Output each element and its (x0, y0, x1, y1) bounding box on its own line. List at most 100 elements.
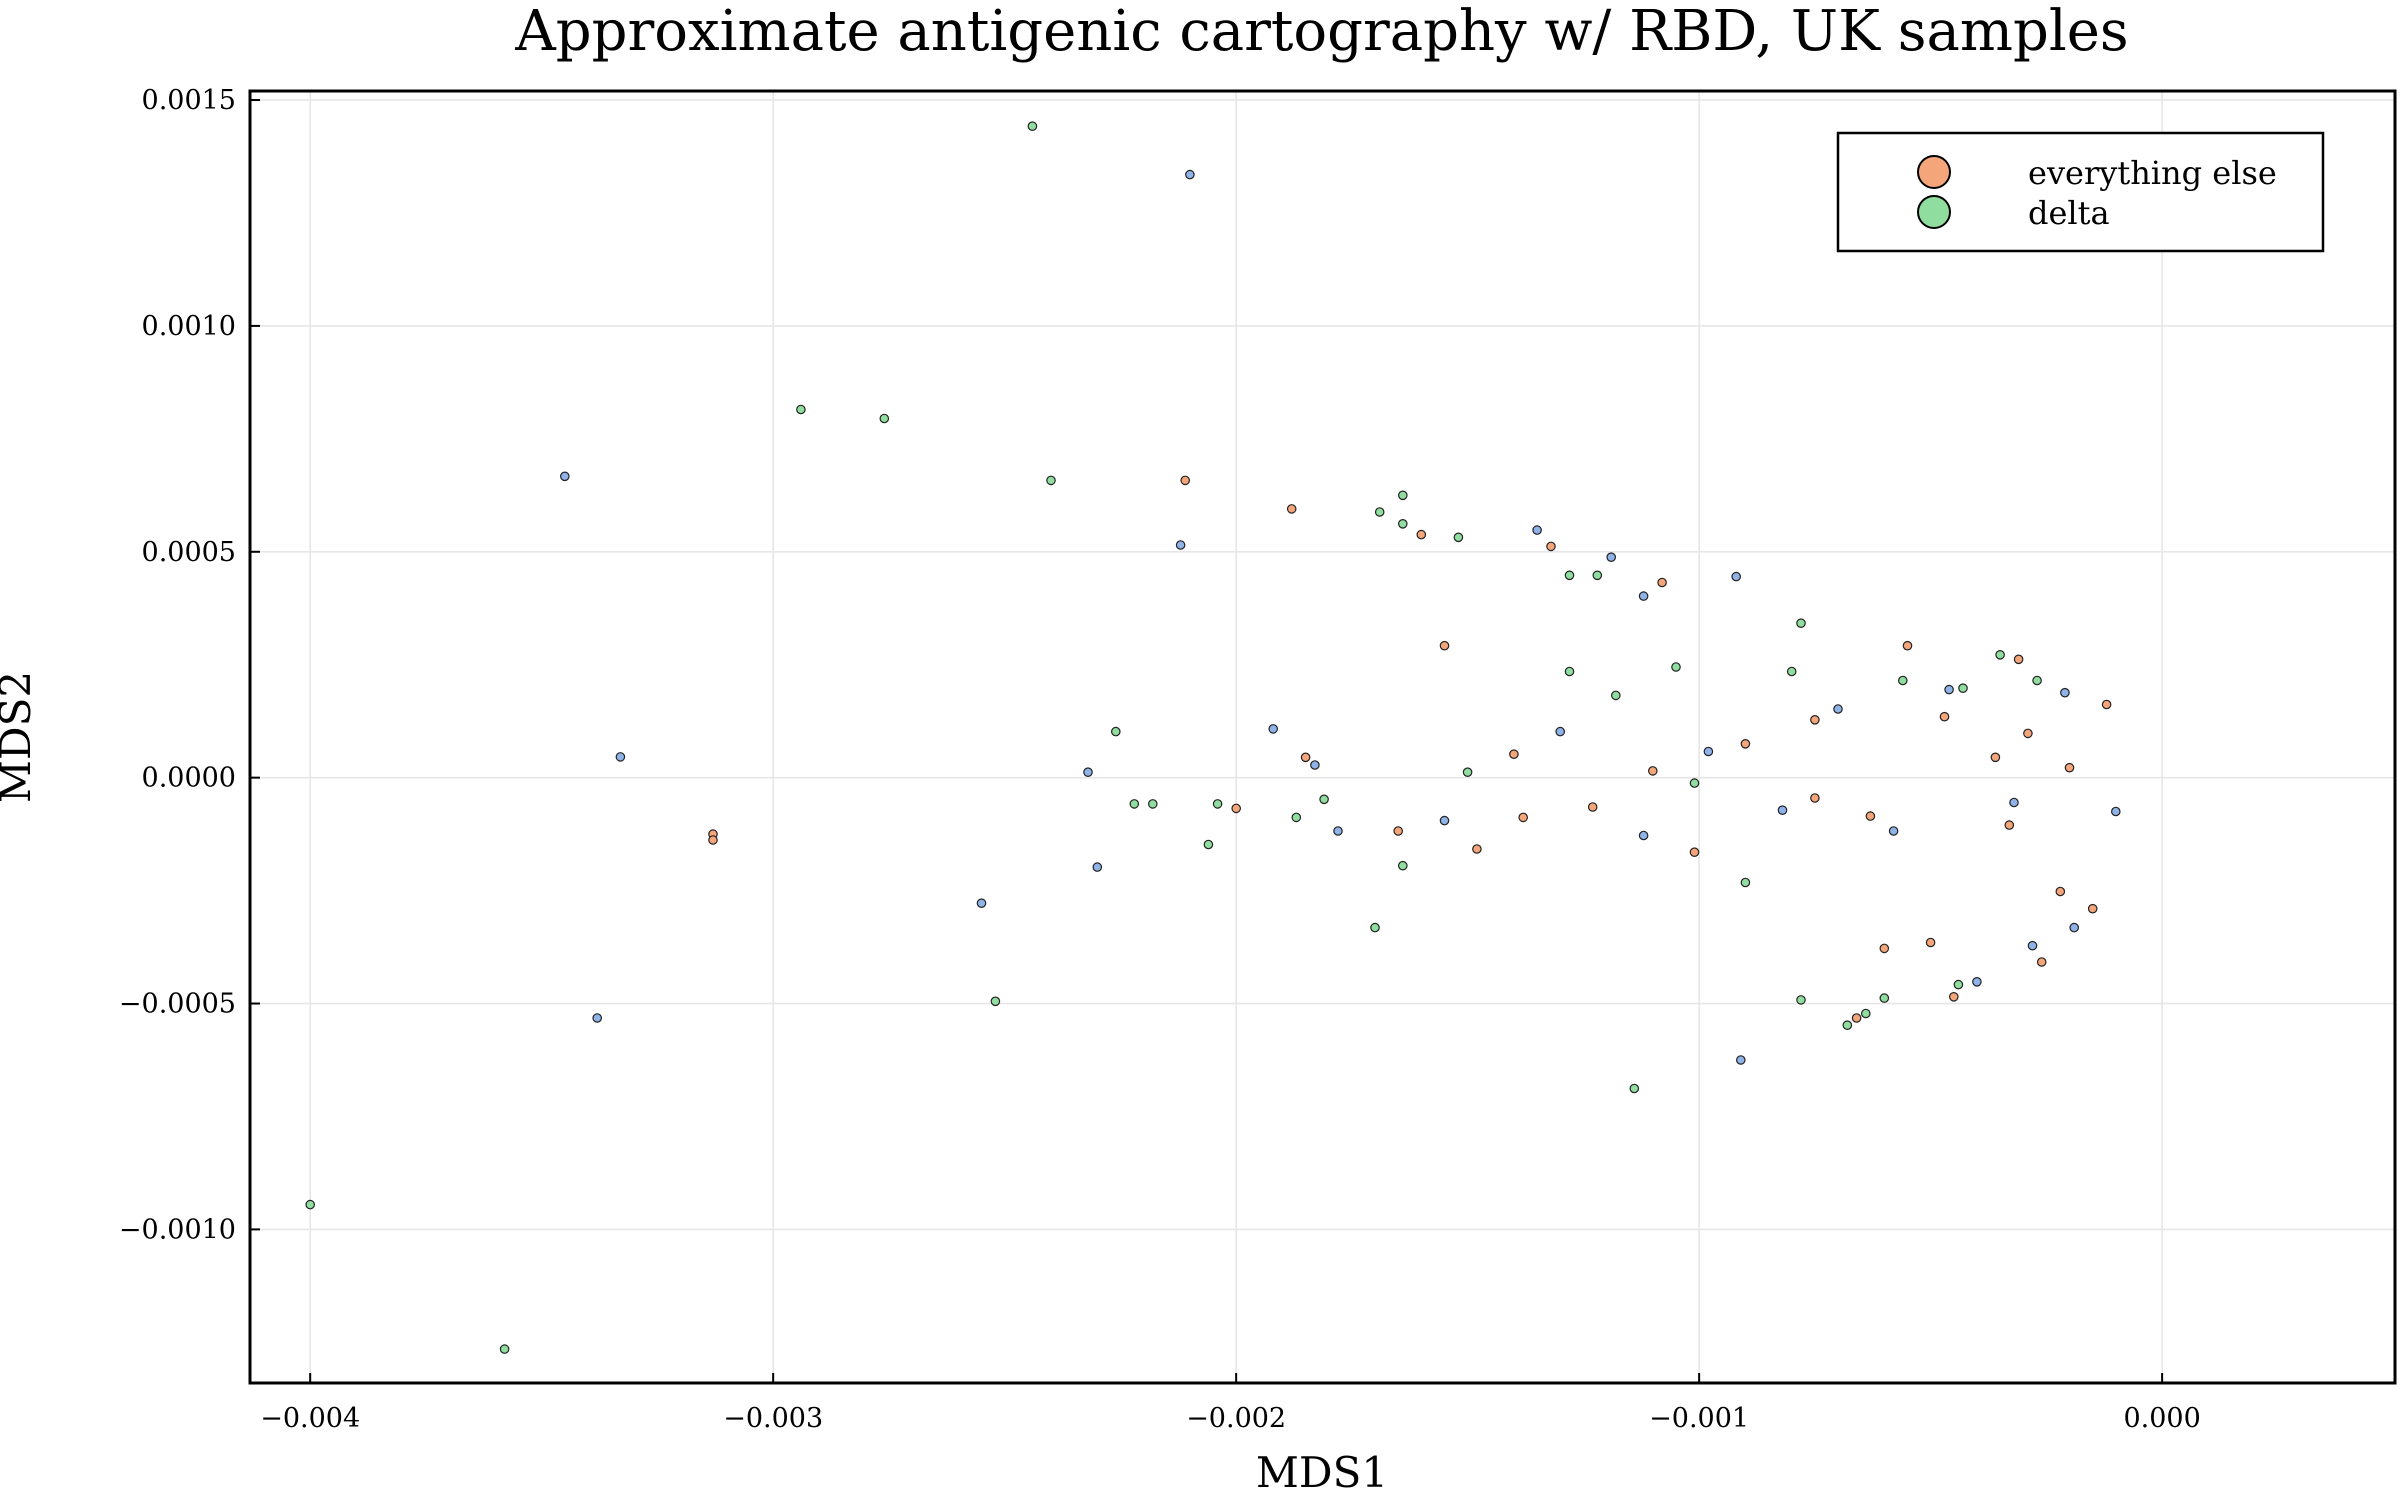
y-tick-label: 0.0015 (142, 85, 236, 116)
data-point (1027, 121, 1038, 131)
data-point (976, 898, 987, 908)
legend-marker-everything-else (1917, 155, 1951, 189)
x-axis: −0.004 −0.003 −0.002 −0.001 0.000 (260, 1373, 2201, 1434)
data-point (2111, 806, 2121, 817)
data-point (1203, 839, 1214, 850)
series-1 (708, 475, 2112, 1023)
data-point (2027, 940, 2038, 951)
legend: everything else delta (1836, 131, 2325, 253)
data-point (1587, 802, 1598, 812)
data-point (592, 1013, 602, 1023)
data-point (1902, 640, 1913, 651)
grid (250, 91, 2395, 1383)
data-point (1671, 662, 1681, 672)
data-point (1370, 922, 1380, 933)
data-point (1888, 826, 1899, 836)
x-tick-label: −0.004 (260, 1403, 360, 1434)
data-points (305, 121, 2121, 1354)
data-point (2009, 797, 2019, 808)
data-point (1374, 507, 1385, 517)
data-point (499, 1344, 510, 1354)
data-point (1851, 1013, 1862, 1023)
data-point (1648, 766, 1658, 776)
data-point (1509, 749, 1519, 759)
data-point (1703, 746, 1714, 757)
data-point (1592, 570, 1603, 581)
data-point (1638, 591, 1649, 601)
data-point (1555, 726, 1565, 737)
series-2 (305, 121, 2042, 1354)
data-point (990, 996, 1001, 1007)
data-point (1833, 704, 1843, 714)
data-point (1972, 976, 1982, 987)
data-point (2101, 699, 2112, 710)
data-point (1291, 812, 1302, 823)
data-point (1564, 570, 1575, 581)
data-point (1286, 504, 1297, 514)
data-point (1268, 724, 1278, 734)
x-tick-label: 0.000 (2123, 1403, 2200, 1434)
data-point (2036, 957, 2047, 967)
data-point (1865, 811, 1876, 821)
data-point (1796, 995, 1806, 1005)
data-point (1518, 812, 1528, 823)
data-point (1638, 830, 1649, 841)
y-tick-label: 0.0010 (142, 311, 236, 342)
data-point (1416, 529, 1427, 540)
x-tick-label: −0.003 (723, 1403, 823, 1434)
data-point (1231, 803, 1241, 814)
data-point (1689, 847, 1700, 857)
data-point (1786, 666, 1797, 677)
data-point (1185, 169, 1195, 180)
data-point (2032, 675, 2042, 686)
data-point (1796, 618, 1806, 628)
data-point (1398, 518, 1408, 529)
data-point (1953, 979, 1964, 990)
y-tick-label: −0.0005 (119, 989, 236, 1020)
data-point (1990, 752, 2001, 763)
data-point (1300, 752, 1311, 763)
data-point (1861, 1008, 1871, 1019)
data-point (1944, 684, 1954, 695)
data-point (1129, 799, 1140, 809)
data-point (1939, 711, 1950, 722)
y-axis-label: MDS2 (0, 671, 40, 803)
data-point (1611, 690, 1621, 701)
data-point (879, 413, 890, 424)
data-point (1393, 826, 1403, 836)
data-point (1736, 1055, 1746, 1065)
data-point (2023, 728, 2033, 739)
y-tick-label: −0.0010 (119, 1214, 236, 1245)
data-point (1398, 490, 1408, 501)
plot-frame (248, 89, 2397, 1385)
data-point (1879, 943, 1890, 954)
data-point (2087, 903, 2098, 914)
data-point (559, 471, 570, 482)
data-point (2060, 687, 2070, 698)
data-point (1842, 1020, 1853, 1030)
data-point (1740, 877, 1751, 888)
series-0 (559, 169, 2121, 1065)
legend-label-everything-else: everything else (2028, 154, 2277, 192)
data-point (305, 1199, 315, 1210)
data-point (1398, 860, 1408, 871)
data-point (1175, 540, 1186, 550)
data-point (1810, 714, 1820, 725)
data-point (1310, 760, 1320, 770)
x-tick-label: −0.002 (1186, 1403, 1286, 1434)
data-point (1046, 475, 1056, 486)
data-point (1180, 475, 1190, 486)
data-point (1453, 532, 1464, 543)
data-point (2013, 654, 2024, 665)
data-point (1092, 862, 1103, 872)
data-point (1212, 799, 1223, 809)
data-point (2064, 762, 2075, 773)
legend-label-delta: delta (2028, 194, 2110, 232)
data-point (1949, 991, 1959, 1002)
data-point (1995, 649, 2005, 660)
data-point (1319, 794, 1329, 805)
data-point (1925, 937, 1936, 948)
data-point (1462, 767, 1473, 777)
data-point (1689, 778, 1700, 788)
